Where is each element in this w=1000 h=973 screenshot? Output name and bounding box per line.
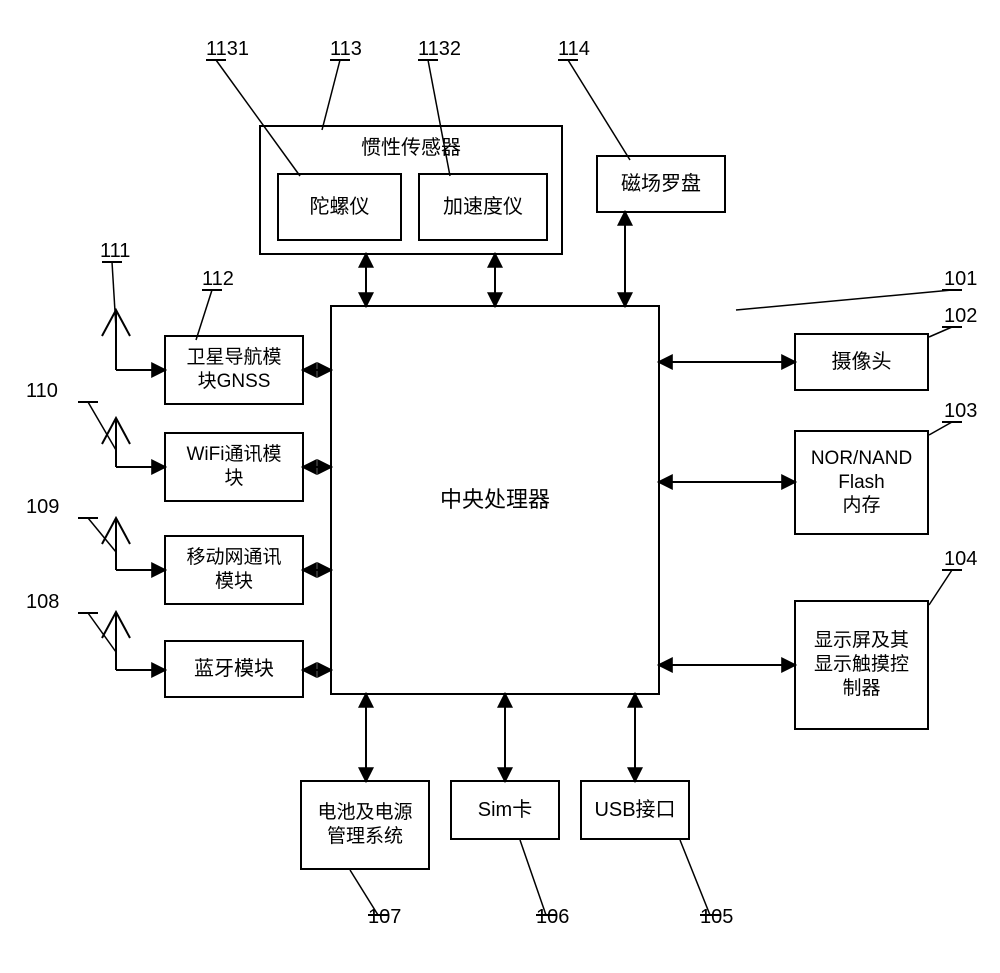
gyro-label: 陀螺仪	[310, 195, 370, 220]
block-camera: 摄像头	[794, 333, 929, 391]
block-sim: Sim卡	[450, 780, 560, 840]
block-battery: 电池及电源 管理系统	[300, 780, 430, 870]
block-bt: 蓝牙模块	[164, 640, 304, 698]
leader-line	[88, 402, 116, 450]
ref-label-111: 111	[100, 240, 130, 263]
flash-label: NOR/NAND Flash 内存	[811, 447, 912, 518]
leader-line	[680, 840, 710, 915]
leader-line	[929, 327, 952, 337]
block-wifi: WiFi通讯模 块	[164, 432, 304, 502]
block-compass: 磁场罗盘	[596, 155, 726, 213]
ref-label-107: 107	[368, 906, 401, 929]
ref-label-1132: 1132	[418, 38, 461, 61]
ref-label-1131: 1131	[206, 38, 249, 61]
block-accel: 加速度仪	[418, 173, 548, 241]
block-usb: USB接口	[580, 780, 690, 840]
block-cpu: 中央处理器	[330, 305, 660, 695]
leader-line	[88, 518, 116, 552]
block-mobile: 移动网通讯 模块	[164, 535, 304, 605]
ref-label-103: 103	[944, 400, 977, 423]
ref-label-106: 106	[536, 906, 569, 929]
ref-label-108: 108	[26, 591, 59, 614]
ref-label-114: 114	[558, 38, 590, 61]
sim-label: Sim卡	[478, 798, 532, 823]
ref-label-105: 105	[700, 906, 733, 929]
battery-label: 电池及电源 管理系统	[317, 801, 412, 849]
leader-line	[88, 613, 116, 652]
leader-line	[568, 60, 630, 160]
compass-label: 磁场罗盘	[621, 172, 701, 197]
leader-line	[196, 290, 212, 340]
leader-line	[929, 422, 952, 435]
ref-label-102: 102	[944, 305, 977, 328]
block-gyro: 陀螺仪	[277, 173, 402, 241]
ref-label-113: 113	[330, 38, 362, 61]
cpu-label: 中央处理器	[440, 486, 550, 514]
leader-line	[929, 570, 952, 605]
ref-label-112: 112	[202, 268, 234, 291]
gnss-label: 卫星导航模 块GNSS	[186, 346, 281, 394]
usb-label: USB接口	[594, 798, 675, 823]
block-display: 显示屏及其 显示触摸控 制器	[794, 600, 929, 730]
leader-line	[322, 60, 340, 130]
camera-label: 摄像头	[832, 350, 892, 375]
display-label: 显示屏及其 显示触摸控 制器	[814, 629, 909, 700]
bt-label: 蓝牙模块	[194, 657, 274, 682]
accel-label: 加速度仪	[443, 195, 523, 220]
ref-label-101: 101	[944, 268, 977, 291]
ref-label-110: 110	[26, 380, 58, 403]
block-flash: NOR/NAND Flash 内存	[794, 430, 929, 535]
wifi-label: WiFi通讯模 块	[187, 443, 282, 491]
leader-line	[112, 262, 116, 328]
ref-label-104: 104	[944, 548, 977, 571]
inertial-title: 惯性传感器	[261, 131, 561, 160]
leader-line	[520, 840, 546, 915]
leader-line	[736, 290, 952, 310]
diagram-stage: 中央处理器 惯性传感器 陀螺仪 加速度仪 磁场罗盘 摄像头 NOR/NAND F…	[0, 0, 1000, 973]
block-gnss: 卫星导航模 块GNSS	[164, 335, 304, 405]
ref-label-109: 109	[26, 496, 59, 519]
mobile-label: 移动网通讯 模块	[186, 546, 281, 594]
